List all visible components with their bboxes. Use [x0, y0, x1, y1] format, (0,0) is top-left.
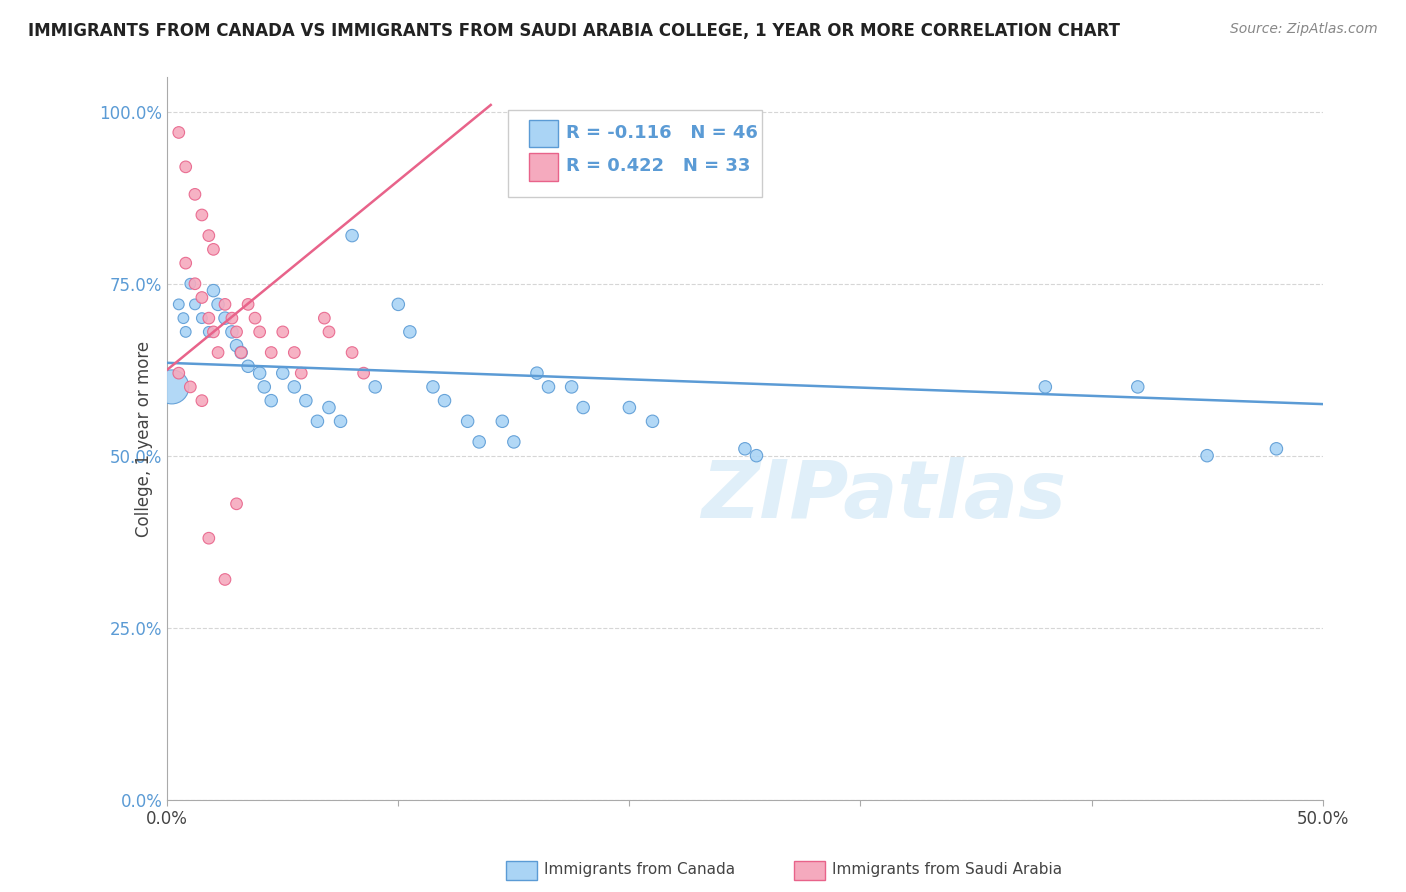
Point — [249, 325, 271, 339]
Point — [198, 311, 221, 326]
Point — [202, 243, 225, 257]
Point — [202, 325, 225, 339]
Point — [295, 393, 318, 408]
Point — [167, 125, 190, 139]
FancyBboxPatch shape — [508, 110, 762, 196]
Text: Immigrants from Canada: Immigrants from Canada — [544, 863, 735, 877]
Point — [641, 414, 664, 428]
Point — [243, 311, 266, 326]
Point — [191, 208, 214, 222]
Point — [502, 434, 524, 449]
Point — [271, 325, 294, 339]
Point — [307, 414, 329, 428]
Point — [179, 277, 201, 291]
Point — [1126, 380, 1149, 394]
Point — [191, 291, 214, 305]
Point — [225, 497, 247, 511]
Point — [172, 311, 194, 326]
Point — [207, 345, 229, 359]
Point — [340, 345, 363, 359]
Point — [364, 380, 387, 394]
Point — [174, 160, 197, 174]
Point — [526, 366, 548, 380]
Point — [167, 366, 190, 380]
Point — [1265, 442, 1288, 456]
Point — [422, 380, 444, 394]
Point — [191, 393, 214, 408]
Point — [221, 325, 243, 339]
Point — [191, 311, 214, 326]
Point — [734, 442, 756, 456]
Point — [221, 311, 243, 326]
Point — [468, 434, 491, 449]
Point — [318, 325, 340, 339]
Text: ZIPatlas: ZIPatlas — [702, 458, 1066, 535]
Point — [174, 256, 197, 270]
Point — [745, 449, 768, 463]
Point — [253, 380, 276, 394]
Point — [619, 401, 641, 415]
Point — [260, 393, 283, 408]
Point — [214, 297, 236, 311]
Point — [207, 297, 229, 311]
Point — [231, 345, 253, 359]
Point — [1033, 380, 1056, 394]
Point — [198, 228, 221, 243]
Point — [271, 366, 294, 380]
FancyBboxPatch shape — [529, 153, 558, 181]
Point — [160, 380, 183, 394]
Point — [174, 325, 197, 339]
Point — [231, 345, 253, 359]
Text: R = -0.116   N = 46: R = -0.116 N = 46 — [565, 124, 758, 142]
Point — [318, 401, 340, 415]
Point — [491, 414, 513, 428]
Point — [283, 345, 305, 359]
Point — [184, 277, 207, 291]
Point — [329, 414, 352, 428]
Point — [184, 187, 207, 202]
Point — [537, 380, 560, 394]
Point — [202, 284, 225, 298]
Point — [214, 573, 236, 587]
Point — [433, 393, 456, 408]
Point — [1197, 449, 1219, 463]
Point — [225, 338, 247, 352]
Point — [353, 366, 375, 380]
Point — [225, 325, 247, 339]
Point — [457, 414, 479, 428]
Point — [179, 380, 201, 394]
Point — [561, 380, 583, 394]
Point — [214, 311, 236, 326]
Text: Source: ZipAtlas.com: Source: ZipAtlas.com — [1230, 22, 1378, 37]
Point — [198, 531, 221, 545]
Text: R = 0.422   N = 33: R = 0.422 N = 33 — [565, 157, 751, 175]
Point — [198, 325, 221, 339]
Point — [236, 359, 259, 374]
Point — [572, 401, 595, 415]
Point — [387, 297, 409, 311]
Point — [290, 366, 312, 380]
Point — [260, 345, 283, 359]
Point — [167, 297, 190, 311]
Text: IMMIGRANTS FROM CANADA VS IMMIGRANTS FROM SAUDI ARABIA COLLEGE, 1 YEAR OR MORE C: IMMIGRANTS FROM CANADA VS IMMIGRANTS FRO… — [28, 22, 1121, 40]
Point — [249, 366, 271, 380]
FancyBboxPatch shape — [529, 120, 558, 147]
Point — [314, 311, 336, 326]
Point — [283, 380, 305, 394]
Point — [236, 297, 259, 311]
Point — [184, 297, 207, 311]
Point — [399, 325, 422, 339]
Point — [340, 228, 363, 243]
Text: Immigrants from Saudi Arabia: Immigrants from Saudi Arabia — [832, 863, 1063, 877]
Y-axis label: College, 1 year or more: College, 1 year or more — [135, 341, 153, 537]
